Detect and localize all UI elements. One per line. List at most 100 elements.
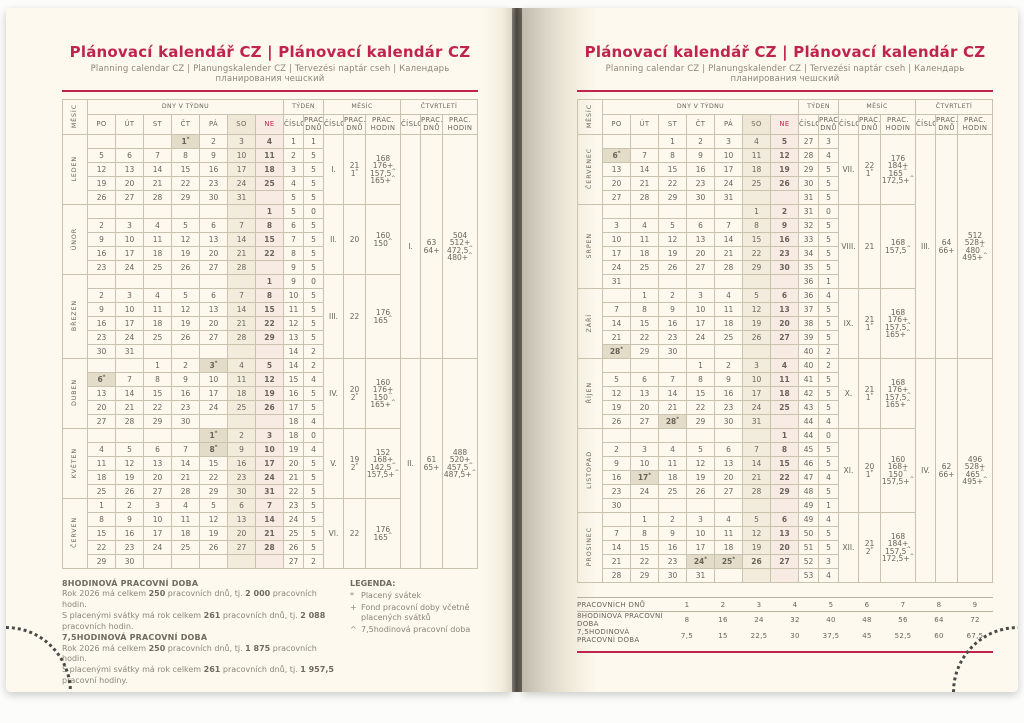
day-cell: 3 <box>227 134 256 149</box>
day-cell: 11 <box>630 232 659 247</box>
month-label: DUBEN <box>62 358 88 429</box>
day-cell: 28 <box>602 568 631 583</box>
day-cell <box>686 428 715 443</box>
day-cell: 7 <box>115 372 144 387</box>
day-cell: 23 <box>770 246 799 261</box>
month-hours-cell: 160 168+ 150^ 157,5+^ <box>879 428 917 513</box>
day-cell <box>227 344 256 359</box>
day-cell: 10 <box>602 232 631 247</box>
week-number-cell: 27 <box>798 134 819 149</box>
day-cell: 12 <box>87 162 116 177</box>
day-cell: 8 <box>630 302 659 317</box>
day-cell <box>602 358 631 373</box>
week-workdays-cell: 5 <box>303 148 324 163</box>
week-row: 7 8 9 10 11 12 13 37 5 <box>578 302 993 317</box>
day-cell: 5 <box>115 442 144 457</box>
value-cell: 22,5 <box>750 632 768 640</box>
quarter-hours-cell: 504 512+ 472,5^ 480+^ <box>442 134 479 359</box>
header-mesic: MĚSÍC <box>62 99 88 135</box>
day-cell: 7 <box>227 218 256 233</box>
day-cell: 15 <box>770 456 799 471</box>
day-cell: 24* <box>686 554 715 569</box>
day-cell: 3 <box>602 218 631 233</box>
week-workdays-cell: 5 <box>303 302 324 317</box>
day-cell: 5 <box>742 288 771 303</box>
day-cell: 3 <box>115 288 144 303</box>
day-cell: 31 <box>115 344 144 359</box>
day-cell: 25 <box>658 484 687 499</box>
value-cell: 72 <box>970 616 980 624</box>
week-row: 26 27 28* 29 30 31 44 4 <box>578 414 993 429</box>
day-cell: 11 <box>87 456 116 471</box>
week-workdays-cell: 5 <box>818 540 839 555</box>
workdays-hours-table: PRACOVNÍCH DNŮ 1 2 3 4 5 6 7 8 9 8HODINOVÁ PRACOVN… <box>577 597 993 644</box>
quarter-hours-cell: 496 528+ 465^ 495+^ <box>957 358 994 583</box>
page-left: Plánovací kalendář CZ | Plánovací kalend… <box>6 8 512 692</box>
day-cell: 30 <box>686 190 715 205</box>
value-cell: 1 <box>669 597 705 612</box>
day-cell: 2 <box>171 358 200 373</box>
day-cell <box>742 498 771 513</box>
week-workdays-cell: 5 <box>303 470 324 485</box>
day-cell: 23 <box>199 176 228 191</box>
day-cell: 9 <box>686 148 715 163</box>
worktime-line: Rok 2026 má celkem 250 pracovních dnů, t… <box>62 589 317 609</box>
month-hours-cell: 152 168+ 142,5^ 157,5+^ <box>364 428 402 499</box>
week-number-cell: 51 <box>798 540 819 555</box>
day-cell: 15 <box>143 386 172 401</box>
week-number-cell: 28 <box>798 148 819 163</box>
day-cell: 25 <box>255 176 284 191</box>
day-cell: 21 <box>658 400 687 415</box>
week-row: 9 10 11 12 13 14 15 46 5 <box>578 456 993 471</box>
day-cell: 10 <box>255 442 284 457</box>
day-cell: 22 <box>770 470 799 485</box>
day-cell <box>686 498 715 513</box>
day-cell: 27 <box>602 190 631 205</box>
week-row: 14 15 16 17 18 19 20 38 5 <box>578 316 993 331</box>
calendar-header: MĚSÍC DNY V TÝDNU TÝDEN MĚSÍC ČTVRTLETÍ PO ÚT S… <box>62 99 479 135</box>
header-day-so: SO <box>227 114 256 135</box>
day-cell: 20 <box>227 526 256 541</box>
week-number-cell: 19 <box>283 442 304 457</box>
week-workdays-cell: 5 <box>303 190 324 205</box>
day-cell: 21 <box>255 526 284 541</box>
day-cell: 8 <box>630 526 659 541</box>
day-cell: 9 <box>115 512 144 527</box>
day-cell: 10 <box>686 302 715 317</box>
day-cell: 12 <box>171 232 200 247</box>
header-ctvrtleti: ČTVRTLETÍ <box>915 99 994 115</box>
legend-item: ^ 7,5hodinová pracovní doba <box>350 625 478 635</box>
day-cell: 15 <box>686 386 715 401</box>
day-cell <box>630 358 659 373</box>
week-workdays-cell: 5 <box>818 372 839 387</box>
month-label: LISTOPAD <box>577 428 603 513</box>
day-cell: 25 <box>770 400 799 415</box>
day-cell: 24 <box>686 330 715 345</box>
worktime-heading: 7,5HODINOVÁ PRACOVNÍ DOBA <box>62 633 208 643</box>
day-cell: 18 <box>255 162 284 177</box>
day-cell: 4 <box>630 218 659 233</box>
day-cell: 31 <box>227 190 256 205</box>
page-title: Plánovací kalendář CZ | Plánovací kalend… <box>69 43 471 61</box>
legend-text: Fond pracovní doby včetně placených svát… <box>361 602 470 622</box>
week-workdays-cell: 5 <box>303 330 324 345</box>
week-workdays-cell: 4 <box>818 288 839 303</box>
day-cell: 5 <box>199 498 228 513</box>
day-cell: 29 <box>199 484 228 499</box>
day-cell: 13 <box>87 386 116 401</box>
day-cell: 12 <box>770 148 799 163</box>
day-cell: 6* <box>87 372 116 387</box>
month-roman-cell: VII. <box>838 134 859 205</box>
quarter-workdays-cell: 62 66+ <box>935 358 959 583</box>
week-number-cell: 2 <box>283 148 304 163</box>
week-number-cell: 21 <box>283 470 304 485</box>
day-cell: 10 <box>630 456 659 471</box>
day-cell: 16 <box>658 316 687 331</box>
day-cell <box>714 344 743 359</box>
week-workdays-cell: 5 <box>303 512 324 527</box>
day-cell: 27 <box>143 484 172 499</box>
header-day-po: PO <box>602 114 631 135</box>
day-cell: 22 <box>199 470 228 485</box>
day-cell: 17 <box>742 386 771 401</box>
day-cell: 13 <box>630 386 659 401</box>
